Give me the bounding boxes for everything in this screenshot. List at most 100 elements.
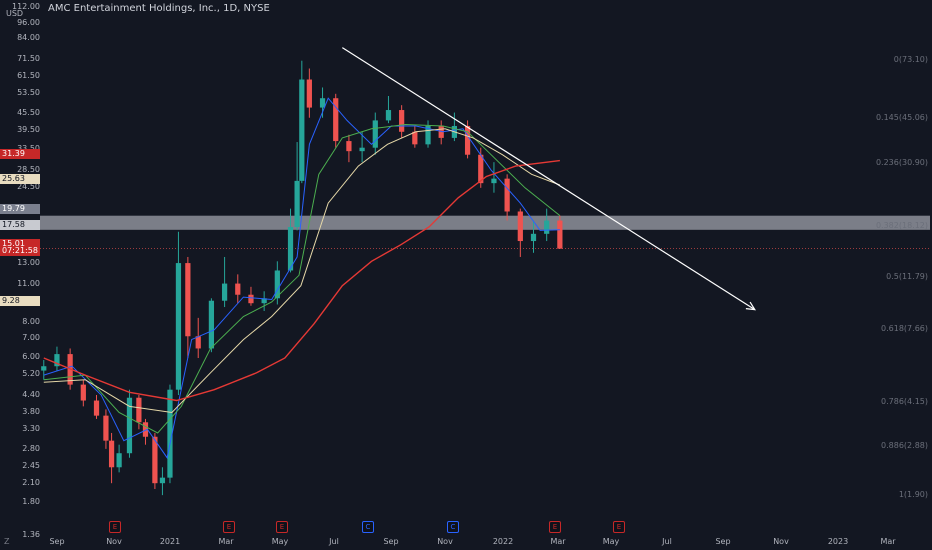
ma-green-line	[43, 123, 561, 434]
candle-body	[159, 477, 166, 484]
candle-body	[294, 180, 300, 227]
time-tick-label: 2021	[159, 537, 181, 546]
candle-body	[274, 270, 280, 299]
price-tick-label: 96.00	[17, 18, 40, 27]
candle-body	[504, 178, 510, 212]
candle-body	[221, 283, 228, 301]
time-tick-label: Sep	[715, 537, 731, 546]
candle-body	[108, 440, 115, 468]
candle-body	[372, 120, 378, 148]
price-tick-label: 2.10	[22, 478, 40, 487]
zoom-icon[interactable]: Z	[4, 537, 10, 546]
candle-body	[333, 98, 339, 142]
candle-body	[464, 125, 471, 155]
price-tick-label: 53.50	[17, 88, 40, 97]
fib-level-label: 0.618(7.66)	[881, 323, 928, 333]
chart-title: AMC Entertainment Holdings, Inc., 1D, NY…	[48, 3, 270, 14]
price-tick-label: 2.80	[22, 444, 40, 453]
price-tick-label: 4.40	[22, 390, 40, 399]
candle-body	[557, 220, 563, 249]
candle-body	[491, 178, 497, 184]
price-tick-label: 112.00	[12, 2, 40, 11]
candle-body	[103, 415, 109, 441]
price-tick-label: 1.80	[22, 497, 40, 506]
price-tick-label: 33.50	[0, 144, 40, 153]
price-tick-label: 45.50	[17, 108, 40, 117]
candle-body	[517, 211, 523, 242]
price-tick-label: 1.36	[22, 530, 40, 539]
fib-level-label: 0.236(30.90)	[875, 157, 928, 167]
candle-body	[136, 397, 142, 423]
highlight-band	[40, 215, 930, 230]
candle-body	[142, 422, 149, 437]
trendline	[341, 47, 756, 311]
candles	[41, 60, 563, 496]
price-tick-label: 3.30	[22, 424, 40, 433]
price-tick-label: 2.45	[22, 461, 40, 470]
time-tick-label: Mar	[550, 537, 566, 546]
price-tick-label: 71.50	[17, 54, 40, 63]
candle-body	[425, 125, 431, 145]
event-marker[interactable]: C	[447, 521, 459, 533]
fib-level-label: 0.886(2.88)	[881, 440, 928, 450]
time-tick-label: 2023	[827, 537, 849, 546]
candle-body	[126, 397, 133, 454]
event-marker[interactable]: E	[109, 521, 121, 533]
candle-body	[93, 400, 100, 416]
price-tick-label: 24.50	[17, 182, 40, 191]
candle-body	[399, 110, 405, 132]
event-marker[interactable]: E	[613, 521, 625, 533]
time-tick-label: 2022	[492, 537, 514, 546]
candle-body	[54, 354, 60, 367]
time-tick-label: Sep	[383, 537, 399, 546]
candle-body	[530, 233, 537, 242]
price-badge: 25.63	[0, 174, 40, 184]
event-marker[interactable]: E	[223, 521, 235, 533]
candle-body	[235, 283, 241, 295]
price-badge: 15.01	[0, 239, 40, 249]
event-marker[interactable]: E	[549, 521, 561, 533]
candle-body	[185, 263, 191, 337]
candle-body	[319, 98, 326, 108]
price-tick-label: 3.80	[22, 407, 40, 416]
price-badge: 31.39	[0, 149, 40, 159]
fib-level-label: 0.145(45.06)	[875, 112, 928, 122]
price-tick-label: 28.50	[17, 165, 40, 174]
time-tick-label: Mar	[880, 537, 896, 546]
ma-blue-line	[43, 97, 560, 459]
candle-body	[287, 226, 294, 271]
trendline-arrowhead	[745, 301, 756, 311]
event-marker[interactable]: E	[276, 521, 288, 533]
candle-body	[412, 131, 418, 145]
fib-level-label: 0(73.10)	[893, 54, 928, 64]
fib-level-label: 0.382(18.12)	[875, 221, 928, 231]
price-badge: 9.28	[0, 296, 40, 306]
time-tick-label: Sep	[49, 537, 65, 546]
time-tick-label: Nov	[106, 537, 122, 546]
event-marker[interactable]: C	[362, 521, 374, 533]
currency-label: USD	[6, 9, 24, 18]
candle-body	[306, 79, 312, 108]
price-tick-label: 13.00	[17, 258, 40, 267]
candle-body	[261, 298, 267, 304]
candle-body	[248, 294, 254, 304]
price-tick-label: 61.50	[17, 71, 40, 80]
candle-body	[80, 384, 86, 401]
fib-level-label: 0.5(11.79)	[886, 272, 928, 282]
price-tick-label: 84.00	[17, 33, 40, 42]
time-tick-label: Nov	[437, 537, 453, 546]
candle-body	[195, 336, 201, 349]
time-tick-label: May	[271, 537, 289, 546]
price-tick-label: 7.00	[22, 333, 40, 342]
price-badge: 17.58	[0, 220, 40, 230]
candle-body	[152, 436, 158, 484]
candle-body	[299, 79, 305, 181]
price-tick-label: 39.50	[17, 125, 40, 134]
price-tick-label: 6.00	[22, 352, 40, 361]
time-tick-label: Jul	[662, 537, 672, 546]
time-tick-label: Jul	[329, 537, 339, 546]
price-tick-label: 8.00	[22, 317, 40, 326]
time-tick-label: Mar	[218, 537, 234, 546]
candle-body	[175, 263, 182, 390]
